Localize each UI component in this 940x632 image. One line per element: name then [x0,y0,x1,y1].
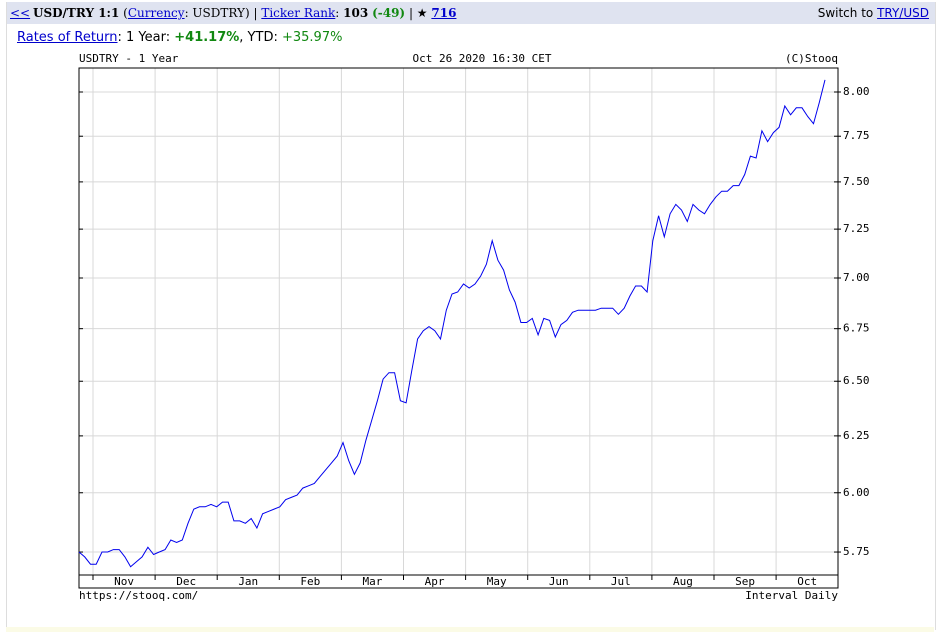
plot-area [79,68,838,575]
x-tick-label: Aug [673,575,693,588]
y-tick-label: 7.25 [843,222,870,235]
x-tick-label: Sep [735,575,755,588]
rank-change: (-49) [372,6,406,20]
text: : USDTRY) | [184,6,258,20]
y-tick-label: 6.00 [843,486,870,499]
chart-title: USDTRY - 1 Year [79,52,179,65]
y-tick-label: 6.25 [843,429,870,442]
text: : 1 Year: [117,30,171,45]
x-tick-label: Nov [114,575,134,588]
content: << USD/TRY 1:1 (Currency: USDTRY) | Tick… [6,2,936,630]
text: ( [123,6,128,20]
x-tick-label: May [487,575,507,588]
price-line [78,79,826,568]
chart-date: Oct 26 2020 16:30 CET [412,52,551,65]
returns-link[interactable]: Rates of Return [17,30,118,45]
rank-link[interactable]: Ticker Rank [261,6,336,20]
x-tick-label: Jun [549,575,569,588]
source: https://stooq.com/ [79,589,198,602]
y-tick-label: 8.00 [843,85,870,98]
text: : [335,6,340,20]
star: | ★ [408,6,428,20]
credit: (C)Stooq [785,52,838,65]
switch-text: Switch to [817,6,874,20]
x-axis-strip [78,574,839,589]
pair: USD/TRY 1:1 [33,6,120,20]
switch-link[interactable]: TRY/USD [877,6,929,20]
y-tick-label: 7.75 [843,129,870,142]
year-return: +41.17% [174,30,240,45]
x-tick-label: Oct [797,575,817,588]
y-tick-label: 5.75 [843,545,870,558]
star-count[interactable]: 716 [431,6,457,20]
returns: Rates of Return: 1 Year: +41.17%, YTD: +… [17,30,342,45]
y-tick-label: 6.50 [843,374,870,387]
x-tick-label: Apr [425,575,445,588]
footer-strip [6,627,934,632]
y-tick-label: 7.00 [843,271,870,284]
ytd-return: +35.97% [281,30,343,45]
x-tick-label: Jan [238,575,258,588]
x-tick-label: Jul [611,575,631,588]
top-bar: << USD/TRY 1:1 (Currency: USDTRY) | Tick… [7,2,935,24]
x-tick-label: Dec [176,575,196,588]
y-tick-label: 6.75 [843,322,870,335]
x-tick-label: Mar [363,575,383,588]
rank-value: 103 [343,6,369,20]
back-link[interactable]: << [10,6,31,20]
y-tick-label: 7.50 [843,175,870,188]
interval: Interval Daily [745,589,838,602]
currency-link[interactable]: Currency [127,6,185,20]
x-tick-label: Feb [300,575,320,588]
text: , YTD: [239,30,278,45]
